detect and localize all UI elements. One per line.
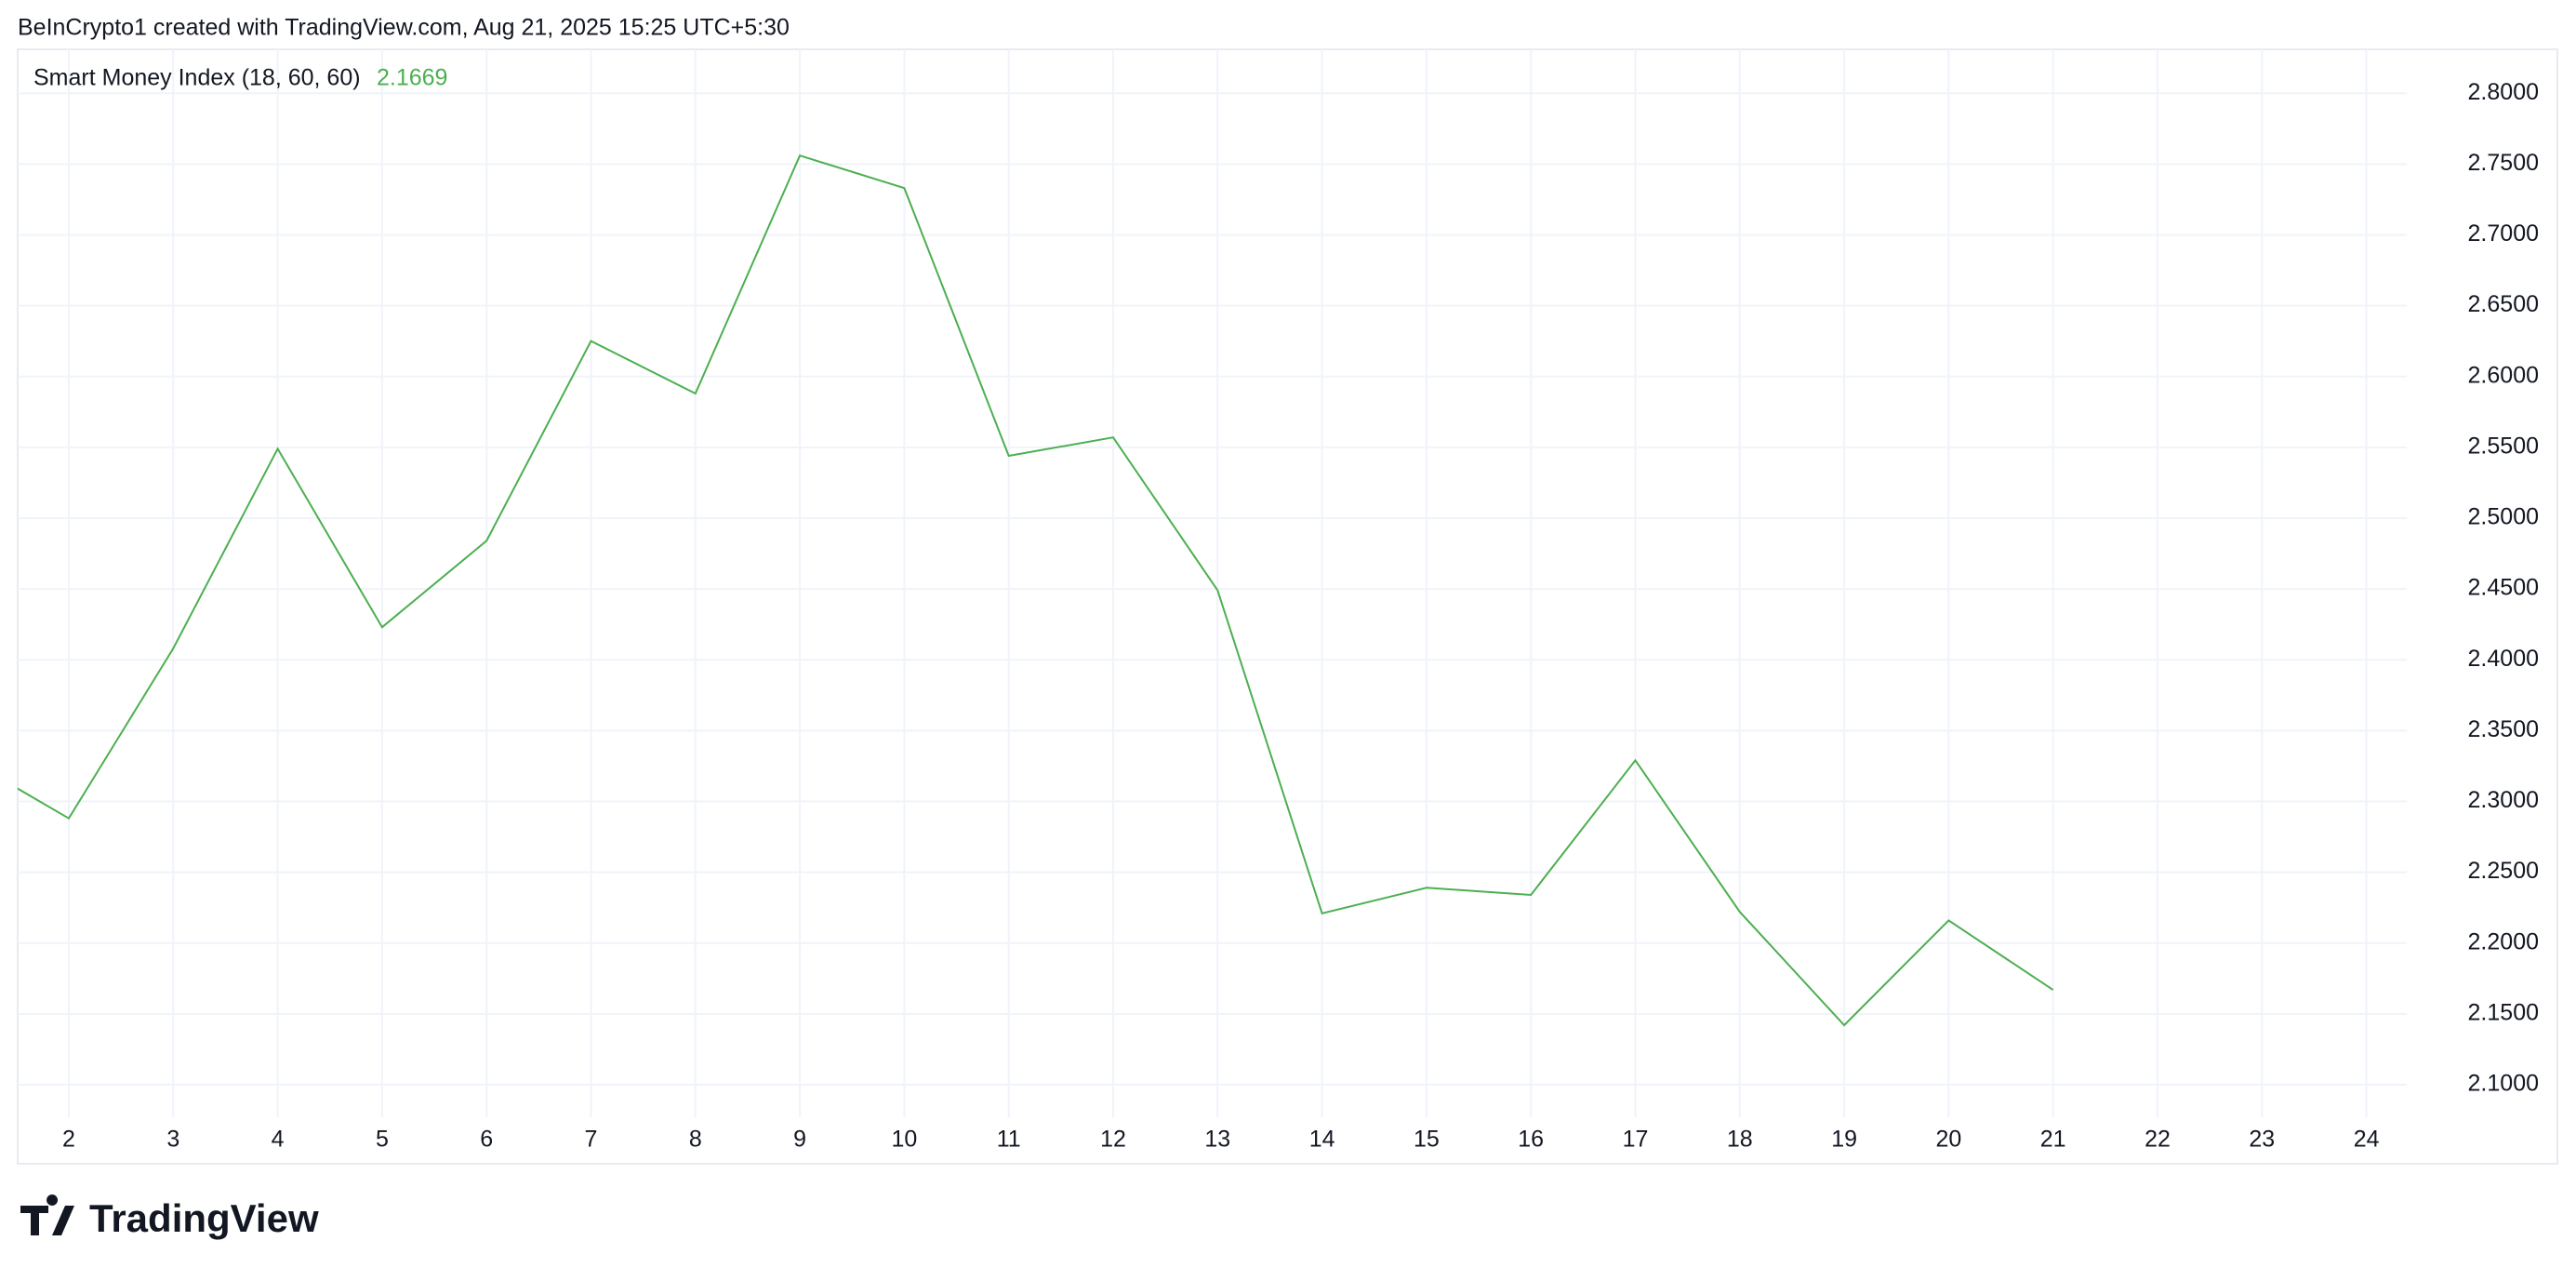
indicator-value: 2.1669: [377, 65, 447, 91]
x-tick-label: 9: [793, 1127, 806, 1153]
x-tick-label: 24: [2354, 1127, 2380, 1153]
x-tick-label: 22: [2144, 1127, 2171, 1153]
x-tick-label: 7: [585, 1127, 598, 1153]
x-tick-label: 3: [166, 1127, 179, 1153]
x-tick-label: 5: [376, 1127, 389, 1153]
y-tick-label: 2.6000: [2468, 362, 2539, 388]
y-tick-label: 2.6500: [2468, 291, 2539, 317]
series-line: [18, 153, 2054, 1027]
y-tick-label: 2.2000: [2468, 928, 2539, 954]
y-tick-label: 2.4000: [2468, 646, 2539, 672]
chart-frame: [17, 48, 2558, 1165]
y-tick-label: 2.3500: [2468, 716, 2539, 742]
logo-icon: [20, 1194, 74, 1235]
y-tick-label: 2.8000: [2468, 79, 2539, 105]
x-tick-label: 6: [480, 1127, 493, 1153]
x-tick-label: 14: [1309, 1127, 1335, 1153]
y-tick-label: 2.5000: [2468, 504, 2539, 530]
header: BeInCrypto1 created with TradingView.com…: [18, 15, 790, 41]
y-tick-label: 2.3000: [2468, 787, 2539, 813]
y-tick-label: 2.7500: [2468, 150, 2539, 176]
x-tick-label: 23: [2249, 1127, 2275, 1153]
x-tick-label: 10: [891, 1127, 917, 1153]
x-tick-label: 16: [1518, 1127, 1544, 1153]
x-tick-label: 4: [272, 1127, 285, 1153]
x-tick-label: 12: [1100, 1127, 1126, 1153]
x-tick-label: 20: [1935, 1127, 1961, 1153]
x-tick-label: 11: [997, 1127, 1021, 1153]
y-tick-label: 2.1000: [2468, 1071, 2539, 1097]
x-tick-label: 2: [62, 1127, 75, 1153]
x-tick-label: 19: [1831, 1127, 1857, 1153]
indicator-title: Smart Money Index (18, 60, 60): [33, 65, 361, 91]
y-tick-label: 2.2500: [2468, 858, 2539, 884]
x-tick-label: 21: [2040, 1127, 2066, 1153]
y-tick-label: 2.4500: [2468, 575, 2539, 601]
x-tick-label: 13: [1204, 1127, 1230, 1153]
y-tick-label: 2.7000: [2468, 220, 2539, 247]
logo-text: TradingView: [89, 1196, 319, 1240]
logo: TradingView: [20, 1194, 319, 1240]
x-tick-label: 17: [1623, 1127, 1649, 1153]
y-tick-label: 2.1500: [2468, 999, 2539, 1025]
x-tick-label: 18: [1727, 1127, 1753, 1153]
x-tick-label: 15: [1414, 1127, 1440, 1153]
x-tick-label: 8: [689, 1127, 702, 1153]
y-tick-label: 2.5500: [2468, 433, 2539, 459]
